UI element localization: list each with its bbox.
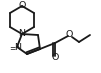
Text: =: = [9,45,15,54]
Text: O: O [51,52,59,61]
Text: O: O [18,2,26,11]
Text: N: N [18,29,25,38]
Text: N: N [15,42,22,51]
Text: O: O [65,30,73,39]
